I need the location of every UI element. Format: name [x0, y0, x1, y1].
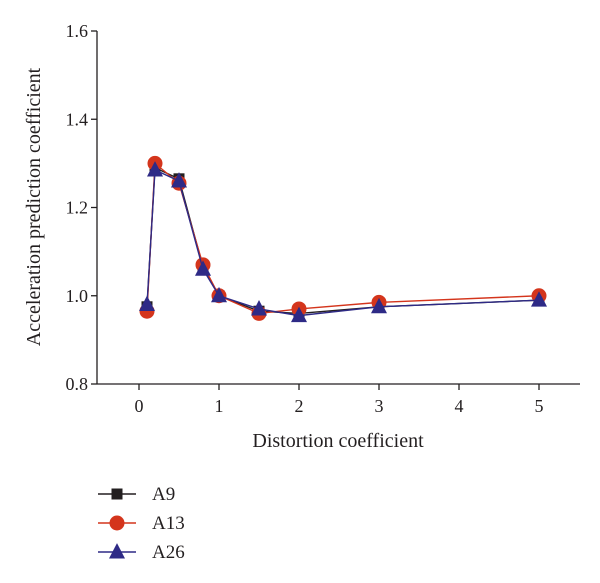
- y-ticks: 0.8 1.0 1.2 1.4 1.6: [66, 21, 97, 394]
- x-tick-label: 0: [135, 396, 144, 416]
- legend-marker-circle: [109, 515, 125, 531]
- data-point-a26: [251, 300, 267, 316]
- legend-label: A9: [152, 484, 175, 505]
- legend-label: A13: [152, 513, 185, 534]
- y-axis-title: Acceleration prediction coefficient: [23, 67, 45, 346]
- legend-item-a9: A9: [98, 484, 175, 505]
- x-axis-title: Distortion coefficient: [252, 430, 424, 452]
- legend-marker-triangle: [109, 543, 125, 559]
- data-point-a26: [147, 161, 163, 177]
- data-point-a26: [195, 260, 211, 276]
- series-a26: [139, 161, 547, 323]
- data-point-a26: [211, 286, 227, 303]
- data-point-a26: [291, 306, 307, 323]
- x-ticks: 0 1 2 3 4 5: [135, 384, 544, 416]
- series-line-a13: [146, 161, 540, 315]
- plot-area: [139, 155, 547, 323]
- legend-marker-square: [111, 488, 123, 500]
- x-tick-label: 3: [375, 396, 384, 416]
- y-tick-label: 1.0: [66, 286, 89, 306]
- x-tick-label: 5: [535, 396, 544, 416]
- y-tick-label: 0.8: [66, 374, 89, 394]
- chart-axes: [96, 31, 580, 385]
- data-point-a26: [171, 172, 187, 188]
- legend-label: A26: [152, 542, 185, 563]
- data-point-a26: [531, 291, 547, 307]
- x-tick-label: 1: [215, 396, 224, 416]
- y-tick-label: 1.2: [66, 198, 89, 218]
- data-point-a26: [139, 295, 155, 312]
- data-point-a26: [371, 297, 387, 314]
- legend-item-a26: A26: [98, 542, 185, 563]
- series-line-a9: [146, 166, 540, 315]
- legend-item-a13: A13: [98, 513, 185, 534]
- x-tick-label: 2: [295, 396, 304, 416]
- y-tick-label: 1.6: [66, 21, 89, 41]
- x-tick-label: 4: [455, 396, 464, 416]
- series-a13: [139, 155, 547, 321]
- series-line-a26: [146, 168, 540, 317]
- legend: A9 A13 A26: [98, 484, 185, 563]
- y-tick-label: 1.4: [66, 109, 89, 129]
- series-a9: [141, 162, 545, 319]
